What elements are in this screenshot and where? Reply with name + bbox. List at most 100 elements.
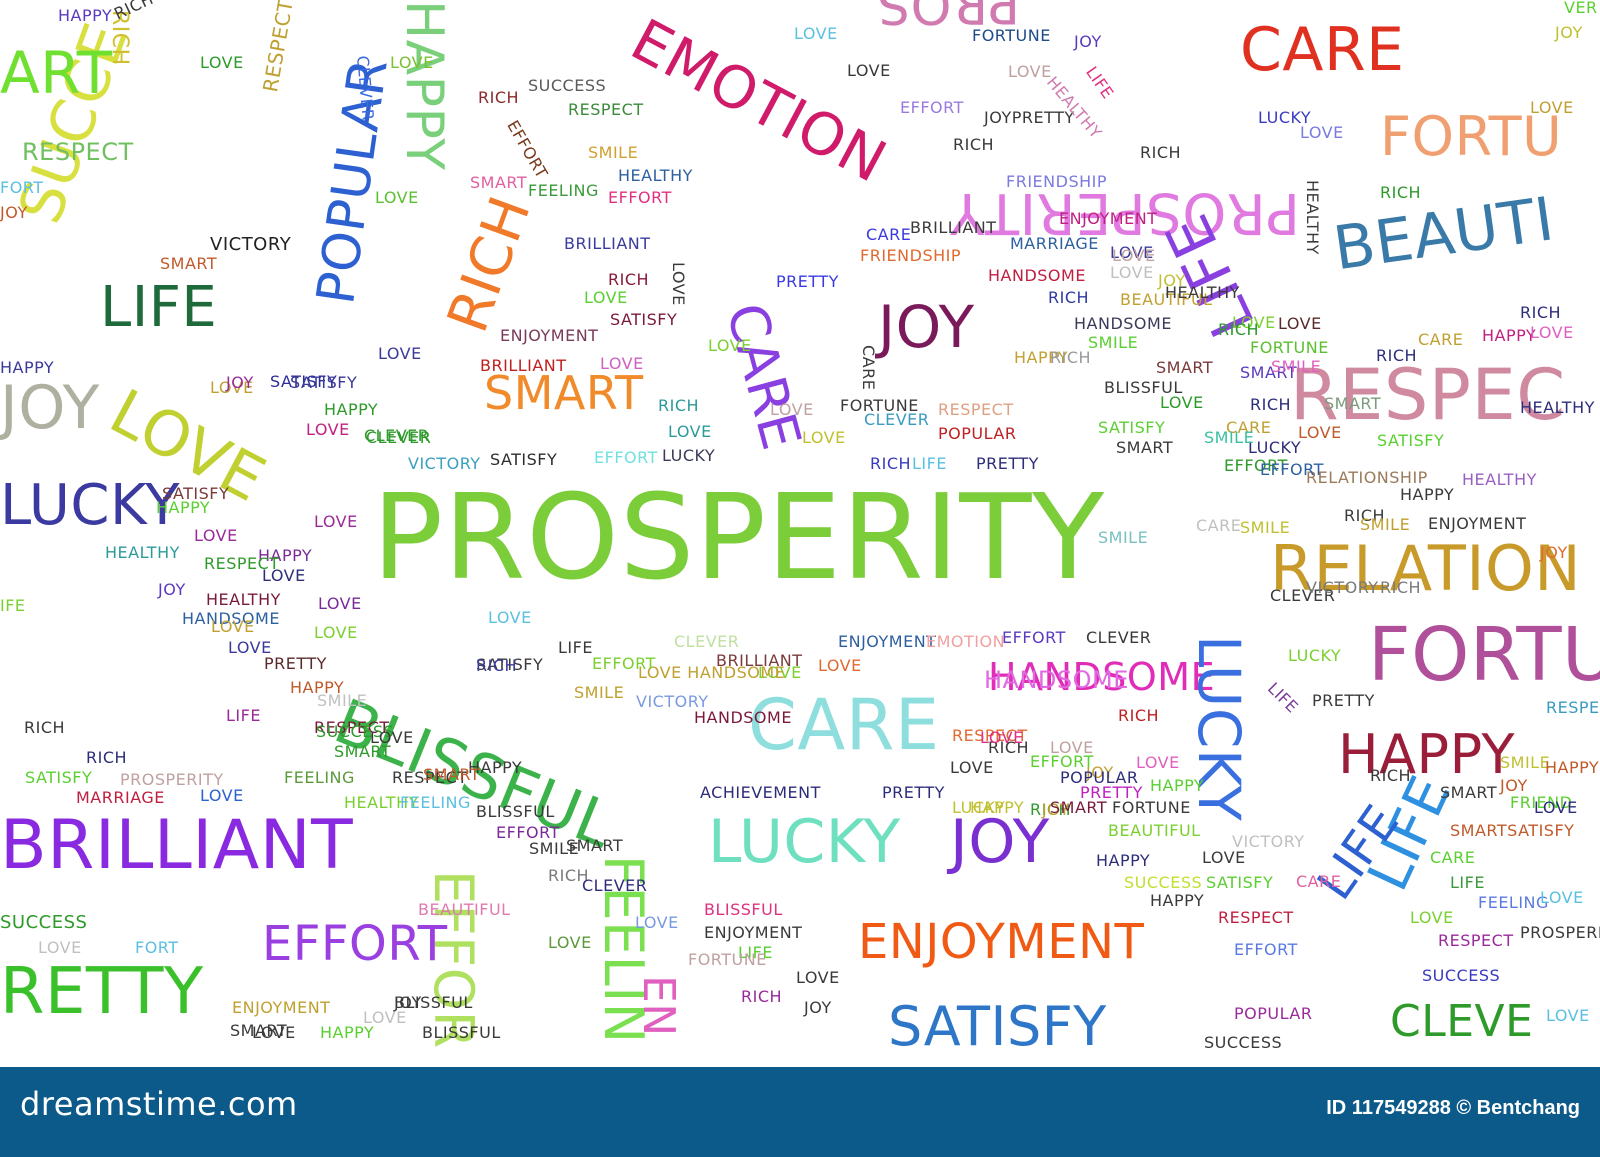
word-joy: JOY: [0, 203, 28, 222]
word-love: LOVE: [584, 288, 628, 307]
dreamstime-logo[interactable]: dreamstime.com: [20, 1085, 298, 1123]
word-clever: CLEVER: [364, 426, 430, 445]
word-joy: JOY: [1555, 23, 1583, 42]
word-rich: RICH: [111, 0, 157, 24]
word-enjoyment: ENJOYMENT: [838, 632, 937, 651]
word-love: LOVE: [1110, 243, 1154, 262]
word-healthy: HEALTHY: [1165, 283, 1240, 302]
word-care: CARE: [1226, 418, 1272, 437]
word-enjoyment: ENJOYMENT: [704, 923, 803, 942]
word-blissful: BLISSFUL: [1104, 378, 1183, 397]
word-rich: RICH: [1118, 706, 1160, 725]
word-blissful: BLISSFUL: [422, 1023, 501, 1042]
word-smile: SMILE: [317, 691, 368, 710]
word-rich: RICH: [1370, 766, 1412, 785]
word-love: LOVE: [314, 623, 358, 642]
word-rich: RICH: [476, 656, 518, 675]
word-pretty: PRETTY: [1080, 783, 1143, 802]
word-ife: IFE: [0, 596, 26, 615]
word-happy: HAPPY: [468, 758, 523, 777]
word-healthy: HEALTHY: [206, 590, 281, 609]
word-happy: HAPPY: [1096, 851, 1151, 870]
word-love: LOVE: [1008, 62, 1052, 81]
word-satisfy: SATISFY: [1377, 431, 1445, 450]
watermark-footer-bar: dreamstime.com ID 117549288 © Bentchang: [0, 1067, 1600, 1157]
word-respec: RESPEC: [1290, 354, 1566, 436]
word-love: LOVE: [1530, 323, 1574, 342]
word-satisfy: SATISFY: [162, 484, 230, 503]
word-love: LOVE: [794, 24, 838, 43]
word-fort: FORT: [0, 178, 44, 197]
word-smart: SMART: [230, 1021, 288, 1040]
word-smart: SMART: [1240, 363, 1298, 382]
word-healthy: HEALTHY: [105, 543, 180, 562]
word-smart: SMART: [1324, 394, 1382, 413]
word-smile: SMILE: [1204, 428, 1255, 447]
word-smile: SMILE: [1500, 753, 1551, 772]
word-happy: HAPPY: [324, 400, 379, 419]
word-rich: RICH: [435, 188, 544, 341]
word-love: LOVE: [1136, 753, 1180, 772]
word-joy: JOY: [878, 293, 975, 361]
word-friend: FRIEND: [1510, 793, 1573, 812]
word-love: LOVE: [1112, 246, 1156, 265]
word-joy: JOY: [394, 993, 422, 1012]
word-handsome: HANDSOME: [182, 609, 280, 628]
word-lucky: LUCKY: [1288, 646, 1342, 665]
word-love: LOVE: [378, 344, 422, 363]
word-fortune: FORTUNE: [840, 396, 919, 415]
word-victory: VICTORY: [1306, 578, 1379, 597]
word-respect: RESPECT: [22, 138, 134, 166]
word-happy: HAPPY: [1338, 723, 1515, 786]
word-popular: POPULAR: [1234, 1004, 1313, 1023]
word-fortune: FORTUNE: [688, 950, 767, 969]
word-success: SUCCESS: [0, 912, 88, 933]
word-enjoyment: ENJOYMENT: [232, 998, 331, 1017]
word-respect: RESPECT: [1546, 698, 1600, 717]
word-rich: RICH: [24, 718, 66, 737]
word-smart: SMART: [1156, 358, 1214, 377]
word-relation: RELATION: [1270, 532, 1582, 605]
word-handsome: HANDSOME: [694, 708, 792, 727]
word-rich: RICH: [1048, 288, 1090, 307]
word-handsome: HANDSOME: [988, 266, 1086, 285]
word-love: LOVE: [950, 758, 994, 777]
word-lucky: LUCKY: [662, 446, 716, 465]
word-care: CARE: [1240, 15, 1405, 85]
word-love: LOVE: [600, 354, 644, 373]
word-happy: HAPPY: [1150, 776, 1205, 795]
word-love: LOVE: [1110, 263, 1154, 282]
word-life: LIFE: [912, 454, 947, 473]
word-care: CARE: [859, 345, 878, 391]
word-love: LOVE: [635, 913, 679, 932]
word-love: LOVE: [38, 938, 82, 957]
word-emotion: EMOTION: [620, 5, 898, 196]
word-love: LOVE: [306, 420, 350, 439]
word-smile: SMILE: [574, 683, 625, 702]
word-beauti: BEAUTI: [1329, 184, 1559, 285]
word-joy: JOY: [950, 807, 1050, 877]
word-love: LOVE: [1298, 423, 1342, 442]
word-care: CARE: [1296, 872, 1342, 891]
word-love: LOVE: [669, 262, 688, 306]
word-effort: EFFORT: [608, 188, 672, 207]
word-respect: RESPECT: [568, 100, 644, 119]
word-clever: CLEVER: [366, 428, 432, 447]
word-blissful: BLISSFUL: [704, 900, 783, 919]
word-fortu: FORTU: [1368, 612, 1600, 698]
word-joy: JOY: [0, 373, 100, 443]
word-life: LIFE: [738, 943, 773, 962]
word-satisfy: SATISFY: [270, 372, 338, 391]
word-rich: RICH: [478, 88, 520, 107]
word-marriage: MARRIAGE: [76, 788, 165, 807]
word-fortune: FORTUNE: [1112, 798, 1191, 817]
word-lucky: LUCKY: [708, 807, 901, 877]
word-clever: CLEVER: [1086, 628, 1152, 647]
word-love: LOVE: [1540, 888, 1584, 907]
word-clever: CLEVER: [1270, 586, 1336, 605]
word-love: LOVE: [1410, 908, 1454, 927]
word-love: LOVE: [194, 526, 238, 545]
word-satisfy: SATISFY: [888, 995, 1107, 1058]
word-life: LIFE: [100, 275, 218, 340]
word-rich: RICH: [1050, 348, 1092, 367]
